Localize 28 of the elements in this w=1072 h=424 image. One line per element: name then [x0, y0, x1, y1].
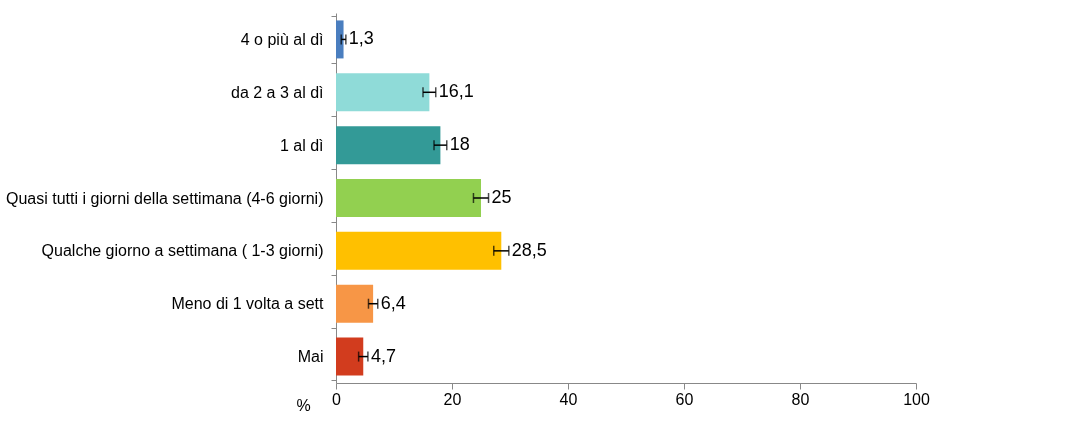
x-tick-label: 80: [791, 390, 810, 408]
data-label: 28,5: [511, 239, 547, 260]
bar: [336, 284, 374, 323]
data-label: 18: [449, 134, 470, 155]
data-label: 1,3: [348, 28, 374, 49]
y-tick-label: Meno di 1 volta a sett: [171, 295, 325, 313]
x-tick-label: 0: [332, 390, 342, 408]
y-tick-label: 4 o più al dì: [240, 30, 324, 48]
bar: [336, 126, 441, 165]
x-axis-title: %: [296, 396, 311, 414]
y-tick-label: da 2 a 3 al dì: [230, 83, 324, 101]
bar: [336, 73, 430, 112]
x-tick-label: 40: [559, 390, 578, 408]
x-tick-label: 100: [903, 390, 930, 408]
data-label: 4,7: [370, 345, 396, 366]
y-tick-label: Mai: [297, 348, 324, 366]
data-label: 16,1: [438, 81, 474, 102]
bar: [336, 337, 364, 376]
bar: [336, 179, 481, 217]
bar: [336, 231, 502, 270]
data-label: 6,4: [380, 292, 406, 313]
y-tick-label: Qualche giorno a settimana ( 1-3 giorni): [41, 242, 324, 260]
x-tick-label: 60: [675, 390, 694, 408]
y-tick-label: Quasi tutti i giorni della settimana (4-6 giorni): [6, 189, 324, 207]
data-label: 25: [491, 187, 512, 207]
bar: [336, 20, 344, 59]
x-tick-label: 20: [443, 390, 462, 408]
y-tick-label: 1 al dì: [279, 136, 324, 154]
